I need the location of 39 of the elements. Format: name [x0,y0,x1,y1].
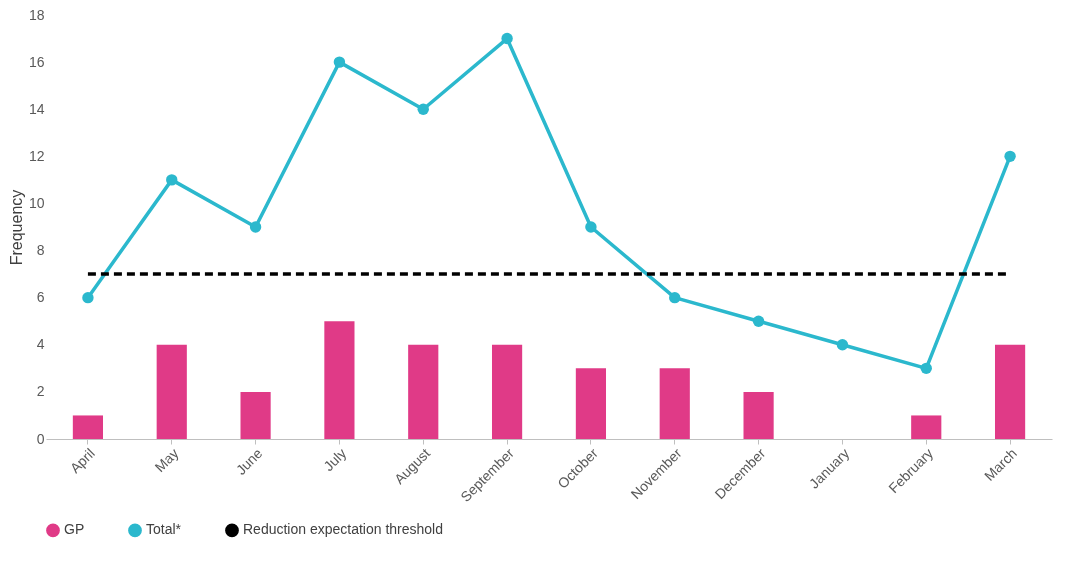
bar [408,344,439,439]
point [417,103,429,115]
y-tick-label: 18 [28,6,45,23]
bar [911,415,942,439]
y-tick-label: 16 [28,53,45,70]
x-tick-label: July [320,445,350,475]
point [82,291,94,304]
bar [575,368,607,439]
point [501,32,513,45]
y-tick-label: 0 [36,430,45,447]
point [836,339,849,351]
bar [659,368,690,439]
bar [491,344,523,439]
bar [994,344,1026,439]
y-axis-title: Frequency [7,189,25,266]
bar [240,391,271,439]
bar [324,321,355,439]
legend-label: Reduction expectation threshold [243,521,444,538]
y-tick-label: 6 [36,289,45,306]
point [249,221,262,233]
y-tick-label: 4 [36,336,45,353]
legend-label: Total* [146,521,182,538]
bar [743,391,774,439]
y-tick-label: 2 [36,383,45,400]
bar [156,344,187,439]
point [669,291,681,304]
legend-label: GP [64,521,85,538]
bar [72,415,104,439]
point [585,221,597,233]
x-tick-label: May [151,445,182,476]
y-tick-label: 8 [36,242,45,259]
point [920,362,932,375]
point [166,174,178,186]
point [1004,150,1016,163]
y-tick-label: 12 [28,147,45,164]
y-tick-label: 10 [28,194,45,211]
point [752,315,765,327]
y-tick-label: 14 [28,100,45,117]
point [333,56,346,68]
